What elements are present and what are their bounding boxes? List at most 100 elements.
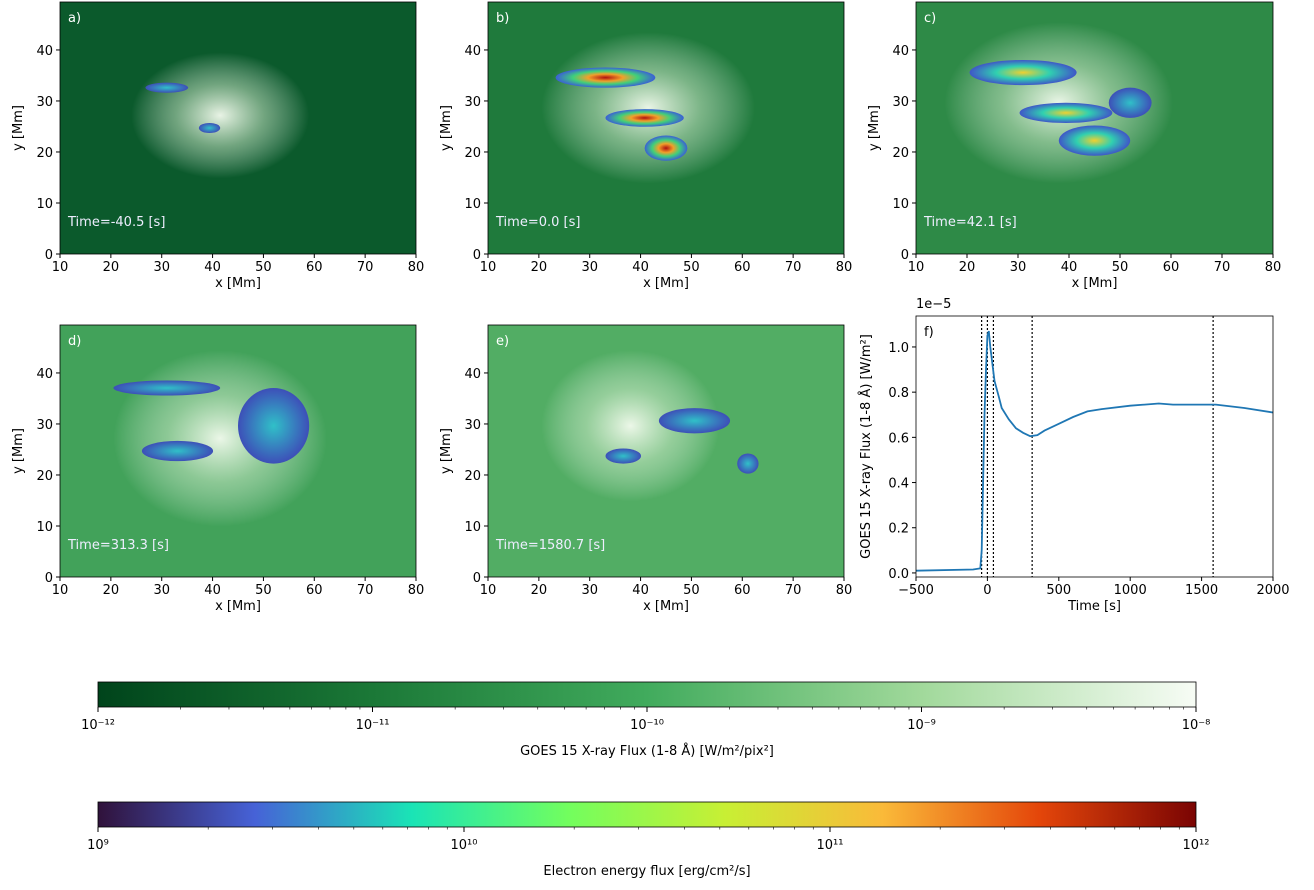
image-feature	[541, 350, 720, 502]
x-tick-label: 60	[306, 583, 323, 598]
x-tick-label: 40	[204, 583, 221, 598]
y-axis-label: y [Mm]	[867, 105, 882, 151]
x-tick-label: 30	[581, 583, 598, 598]
x-tick-label: 20	[531, 583, 548, 598]
x-tick-label: 2000	[1256, 583, 1289, 598]
y-axis-label: y [Mm]	[11, 428, 26, 474]
image-feature	[1108, 87, 1152, 118]
image-feature	[131, 52, 310, 179]
axes-frame	[915, 1, 1274, 255]
y-tick-label: 20	[36, 146, 53, 161]
x-tick-label: 30	[581, 260, 598, 275]
panel-label: f)	[924, 325, 934, 340]
image-feature	[238, 388, 310, 464]
x-tick-label: 10¹¹	[817, 838, 844, 853]
x-tick-label: 80	[408, 260, 425, 275]
image-feature	[555, 67, 656, 88]
y-axis-label: y [Mm]	[439, 105, 454, 151]
y-tick-label: 30	[36, 95, 53, 110]
x-axis-label: x [Mm]	[643, 599, 689, 614]
x-axis-label: x [Mm]	[215, 276, 261, 291]
colorbar-label: GOES 15 X-ray Flux (1-8 Å) [W/m²/pix²]	[520, 743, 774, 759]
time-annotation: Time=0.0 [s]	[495, 215, 580, 230]
x-tick-label: 20	[103, 583, 120, 598]
image-feature	[541, 32, 755, 184]
x-tick-label: 40	[1061, 260, 1078, 275]
y-tick-label: 0	[473, 248, 481, 263]
image-feature	[644, 135, 688, 161]
y-tick-label: 40	[892, 44, 909, 59]
x-tick-label: 70	[785, 260, 802, 275]
x-tick-label: 10⁻⁸	[1182, 718, 1211, 733]
axes-frame	[915, 315, 1274, 578]
y-tick-label: 10	[464, 197, 481, 212]
x-tick-label: 30	[153, 260, 170, 275]
x-tick-label: 40	[204, 260, 221, 275]
panel-label: a)	[68, 11, 81, 26]
x-tick-label: 1500	[1185, 583, 1218, 598]
image-feature	[605, 448, 642, 464]
x-axis-label: Time [s]	[1067, 599, 1121, 614]
y-tick-label: 20	[36, 469, 53, 484]
y-tick-label: 30	[892, 95, 909, 110]
x-tick-label: 70	[1214, 260, 1231, 275]
x-tick-label: 10¹²	[1183, 838, 1210, 853]
panel-label: b)	[496, 11, 509, 26]
x-tick-label: 10	[52, 260, 69, 275]
y-tick-label: 20	[892, 146, 909, 161]
image-feature	[605, 109, 684, 127]
panel-label: c)	[924, 11, 936, 26]
x-tick-label: 10⁻¹²	[81, 718, 115, 733]
x-tick-label: 70	[357, 583, 374, 598]
colorbar	[97, 681, 1197, 708]
y-axis-label: GOES 15 X-ray Flux (1-8 Å) [W/m²]	[858, 334, 874, 559]
y-tick-label: 10	[36, 197, 53, 212]
y-tick-label: 40	[464, 367, 481, 382]
time-annotation: Time=42.1 [s]	[923, 215, 1017, 230]
x-tick-label: 10	[480, 260, 497, 275]
x-tick-label: 10	[52, 583, 69, 598]
time-annotation: Time=-40.5 [s]	[67, 215, 165, 230]
y-tick-label: 30	[464, 418, 481, 433]
image-feature	[1019, 102, 1113, 123]
time-annotation: Time=313.3 [s]	[67, 538, 169, 553]
y-axis-label: y [Mm]	[439, 428, 454, 474]
y-tick-label: 10	[36, 520, 53, 535]
image-feature	[969, 59, 1077, 86]
axes-frame	[59, 1, 417, 255]
x-tick-label: 20	[103, 260, 120, 275]
x-tick-label: 80	[1265, 260, 1282, 275]
line-series	[915, 330, 1274, 572]
image-feature	[113, 380, 221, 396]
y-tick-label: 40	[36, 44, 53, 59]
y-tick-label: 40	[36, 367, 53, 382]
x-tick-label: 30	[153, 583, 170, 598]
time-annotation: Time=1580.7 [s]	[495, 538, 605, 553]
x-tick-label: 50	[255, 260, 272, 275]
x-tick-label: 60	[306, 260, 323, 275]
colorbar	[97, 801, 1197, 828]
y-tick-label: 0	[45, 248, 53, 263]
x-tick-label: 50	[255, 583, 272, 598]
y-tick-label: 0.0	[888, 567, 909, 582]
y-tick-label: 30	[36, 418, 53, 433]
axes-frame	[487, 324, 845, 578]
y-tick-label: 20	[464, 469, 481, 484]
y-tick-label: 10	[892, 197, 909, 212]
y-tick-label: 40	[464, 44, 481, 59]
x-tick-label: −500	[898, 583, 934, 598]
image-feature	[658, 408, 731, 434]
x-tick-label: 60	[734, 583, 751, 598]
axes-frame	[487, 1, 845, 255]
colorbar-label: Electron energy flux [erg/cm²/s]	[543, 864, 750, 879]
image-feature	[1058, 125, 1131, 156]
x-tick-label: 10	[480, 583, 497, 598]
x-axis-label: x [Mm]	[215, 599, 261, 614]
y-tick-label: 30	[464, 95, 481, 110]
x-tick-label: 70	[785, 583, 802, 598]
y-tick-label: 0	[473, 571, 481, 586]
offset-text: 1e−5	[916, 297, 951, 312]
axes-frame	[59, 324, 417, 578]
